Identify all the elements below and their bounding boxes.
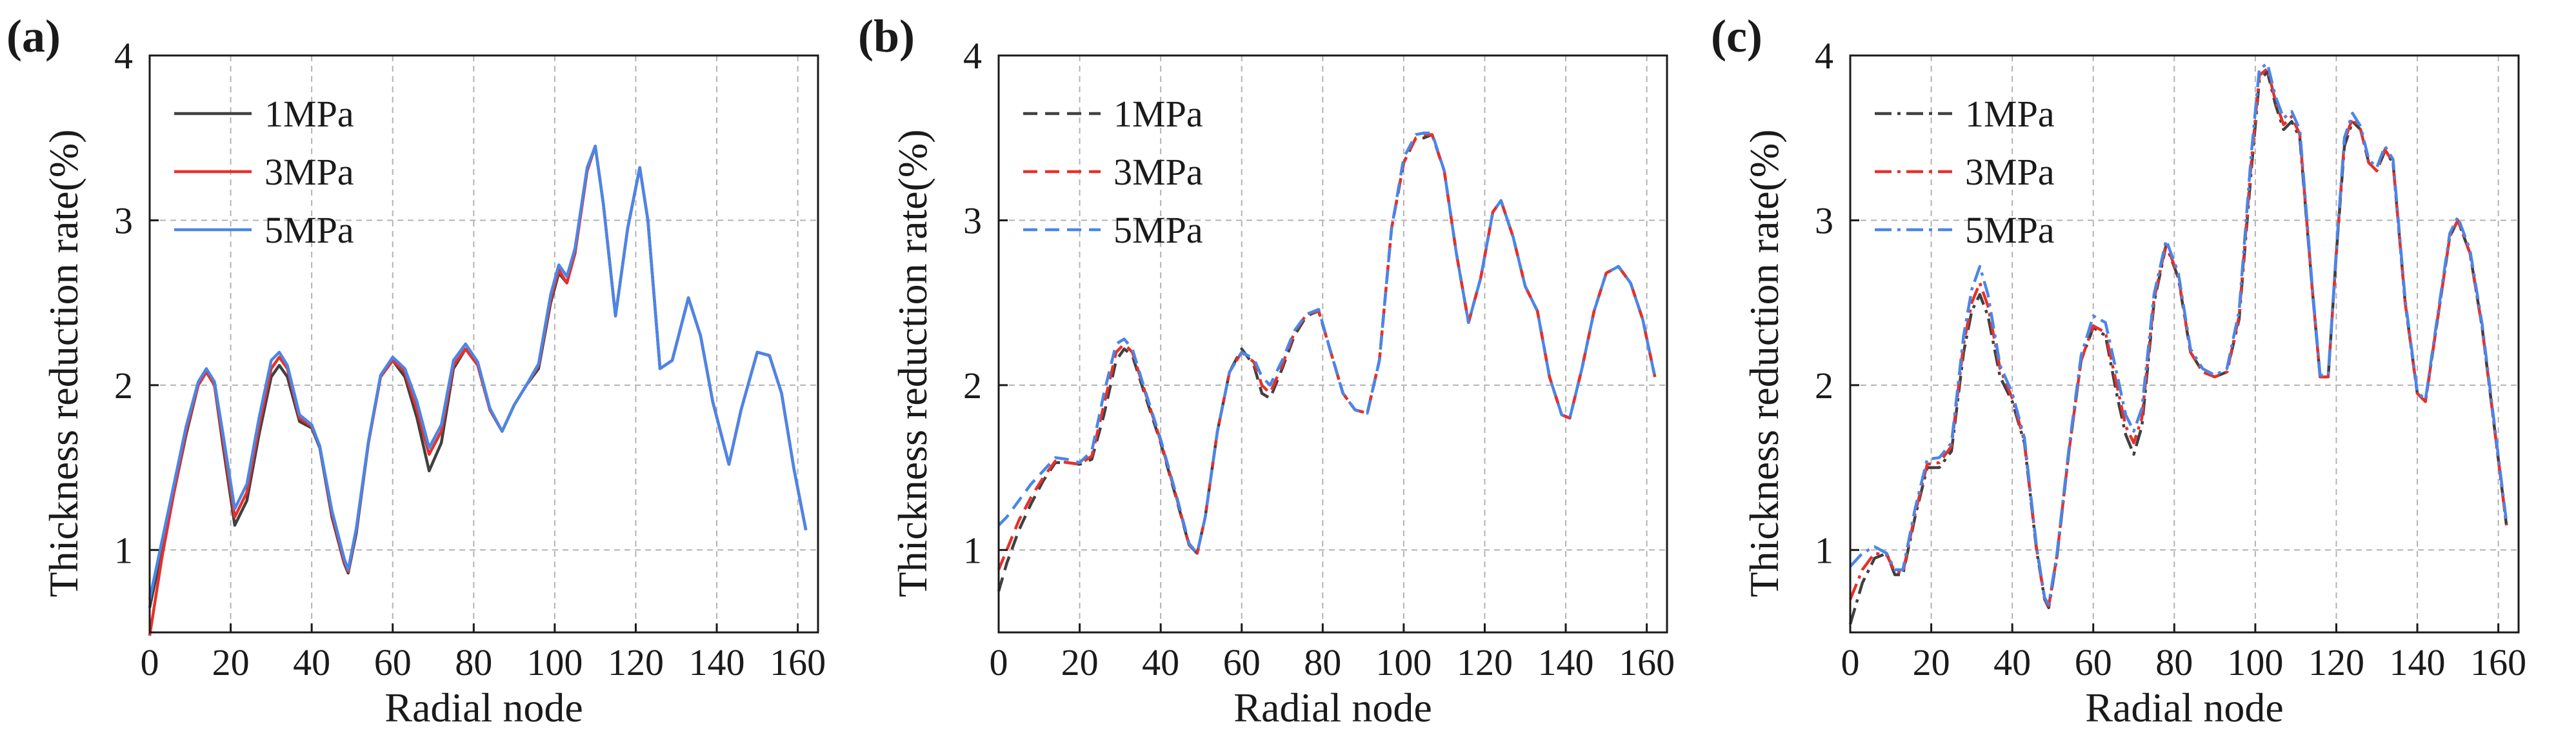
series-line-5MPa xyxy=(148,145,808,600)
series-line-5MPa xyxy=(997,131,1657,555)
legend-label-5MPa: 5MPa xyxy=(265,209,354,251)
x-tick-label: 120 xyxy=(1457,641,1513,683)
x-tick-label: 80 xyxy=(455,641,492,683)
x-tick-label: 100 xyxy=(1375,641,1432,683)
x-tick-label: 140 xyxy=(1538,641,1594,683)
x-tick-label: 60 xyxy=(374,641,412,683)
x-tick-label: 140 xyxy=(2390,641,2446,683)
x-tick-label: 40 xyxy=(1142,641,1179,683)
legend-label-5MPa: 5MPa xyxy=(1965,209,2055,251)
y-tick-label: 4 xyxy=(963,35,982,77)
x-tick-label: 20 xyxy=(212,641,250,683)
x-tick-label: 140 xyxy=(689,641,745,683)
legend: 1MPa 3MPa 5MPa xyxy=(174,93,354,251)
legend-label-3MPa: 3MPa xyxy=(265,151,354,193)
chart-panel-2: 0 20 40 60 80 100 120 140 160 1 2 3 4 Radial node Thic… xyxy=(858,10,1675,730)
plot-frame xyxy=(997,54,1668,634)
legend-label-3MPa: 3MPa xyxy=(1965,151,2055,193)
x-tick-label: 40 xyxy=(293,641,330,683)
legend-label-3MPa: 3MPa xyxy=(1113,151,1203,193)
x-tick-label: 0 xyxy=(141,641,159,683)
x-axis-title: Radial node xyxy=(384,685,583,730)
chart-panel-1: 0 20 40 60 80 100 120 140 160 1 2 3 4 Radial node Thic… xyxy=(6,10,826,730)
y-axis-title: Thickness reduction rate(%) xyxy=(1741,129,1787,597)
legend-label-1MPa: 1MPa xyxy=(265,93,354,135)
legend: 1MPa 3MPa 5MPa xyxy=(1023,93,1203,251)
y-tick-label: 3 xyxy=(963,199,982,241)
y-axis-title: Thickness reduction rate(%) xyxy=(41,129,86,597)
y-tick-label: 2 xyxy=(1815,365,1833,407)
x-tick-label: 100 xyxy=(526,641,583,683)
plot-frame xyxy=(1849,54,2520,634)
x-tick-label: 120 xyxy=(2308,641,2364,683)
x-tick-label: 60 xyxy=(1223,641,1261,683)
series-line-3MPa xyxy=(997,133,1657,570)
y-tick-label: 4 xyxy=(1815,35,1833,77)
y-tick-label: 3 xyxy=(1815,199,1833,241)
x-tick-label: 80 xyxy=(1304,641,1341,683)
panel-label: (b) xyxy=(858,10,915,62)
legend-label-1MPa: 1MPa xyxy=(1113,93,1203,135)
panel-label: (a) xyxy=(6,10,61,62)
x-tick-label: 60 xyxy=(2075,641,2112,683)
series-line-3MPa xyxy=(1848,67,2508,608)
y-tick-label: 1 xyxy=(963,529,982,571)
y-tick-label: 4 xyxy=(114,35,133,77)
y-tick-label: 1 xyxy=(114,529,133,571)
series-line-3MPa xyxy=(148,145,808,636)
x-tick-label: 20 xyxy=(1913,641,1950,683)
series-line-1MPa xyxy=(997,133,1657,592)
x-axis-title: Radial node xyxy=(1233,685,1432,730)
y-tick-label: 2 xyxy=(963,365,982,407)
x-tick-label: 160 xyxy=(770,641,826,683)
x-tick-label: 80 xyxy=(2155,641,2193,683)
y-tick-label: 3 xyxy=(114,199,133,241)
series-line-1MPa xyxy=(1848,70,2508,625)
x-tick-label: 40 xyxy=(1993,641,2031,683)
chart-panel-3: 0 20 40 60 80 100 120 140 160 1 2 3 4 Radial node Thic… xyxy=(1711,10,2526,730)
y-axis-title: Thickness reduction rate(%) xyxy=(890,129,935,597)
series-line-5MPa xyxy=(1849,62,2508,606)
legend-label-1MPa: 1MPa xyxy=(1965,93,2055,135)
legend: 1MPa 3MPa 5MPa xyxy=(1875,93,2055,251)
panel-label: (c) xyxy=(1711,10,1762,62)
x-tick-label: 0 xyxy=(990,641,1008,683)
legend-label-5MPa: 5MPa xyxy=(1113,209,1203,251)
x-tick-label: 120 xyxy=(608,641,664,683)
x-tick-label: 0 xyxy=(1841,641,1860,683)
x-axis-title: Radial node xyxy=(2085,685,2283,730)
x-tick-label: 100 xyxy=(2227,641,2283,683)
x-tick-label: 160 xyxy=(1619,641,1675,683)
plot-frame xyxy=(148,54,819,634)
y-tick-label: 1 xyxy=(1815,529,1833,571)
y-tick-label: 2 xyxy=(114,365,133,407)
x-tick-label: 20 xyxy=(1061,641,1099,683)
x-tick-label: 160 xyxy=(2470,641,2526,683)
